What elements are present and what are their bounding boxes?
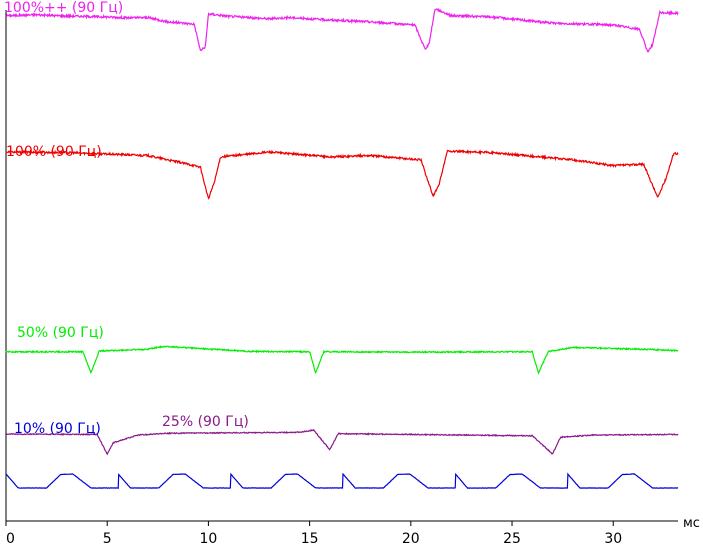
series-label-10: 10% (90 Гц) <box>14 421 101 437</box>
series-label-50: 50% (90 Гц) <box>17 325 104 341</box>
x-tick-label: 30 <box>604 531 622 547</box>
series-label-100: 100% (90 Гц) <box>6 144 102 160</box>
series-line <box>5 149 679 200</box>
tick-layer: 0 5 10 15 20 25 30 <box>5 521 622 547</box>
axes <box>5 10 678 522</box>
x-tick-label: 15 <box>301 531 319 547</box>
x-tick-label: 0 <box>6 531 15 547</box>
x-tick-label: 20 <box>402 531 420 547</box>
series-line <box>5 7 679 53</box>
series-label-25: 25% (90 Гц) <box>162 414 249 430</box>
x-unit-label: мс <box>683 516 700 531</box>
series-line <box>5 428 679 456</box>
x-tick-label: 25 <box>503 531 521 547</box>
x-tick-label: 5 <box>103 531 112 547</box>
series-label-100pp: 100%++ (90 Гц) <box>4 0 123 16</box>
series-line <box>5 472 679 490</box>
series-layer <box>5 7 679 490</box>
series-line <box>5 345 679 375</box>
x-tick-label: 10 <box>199 531 217 547</box>
